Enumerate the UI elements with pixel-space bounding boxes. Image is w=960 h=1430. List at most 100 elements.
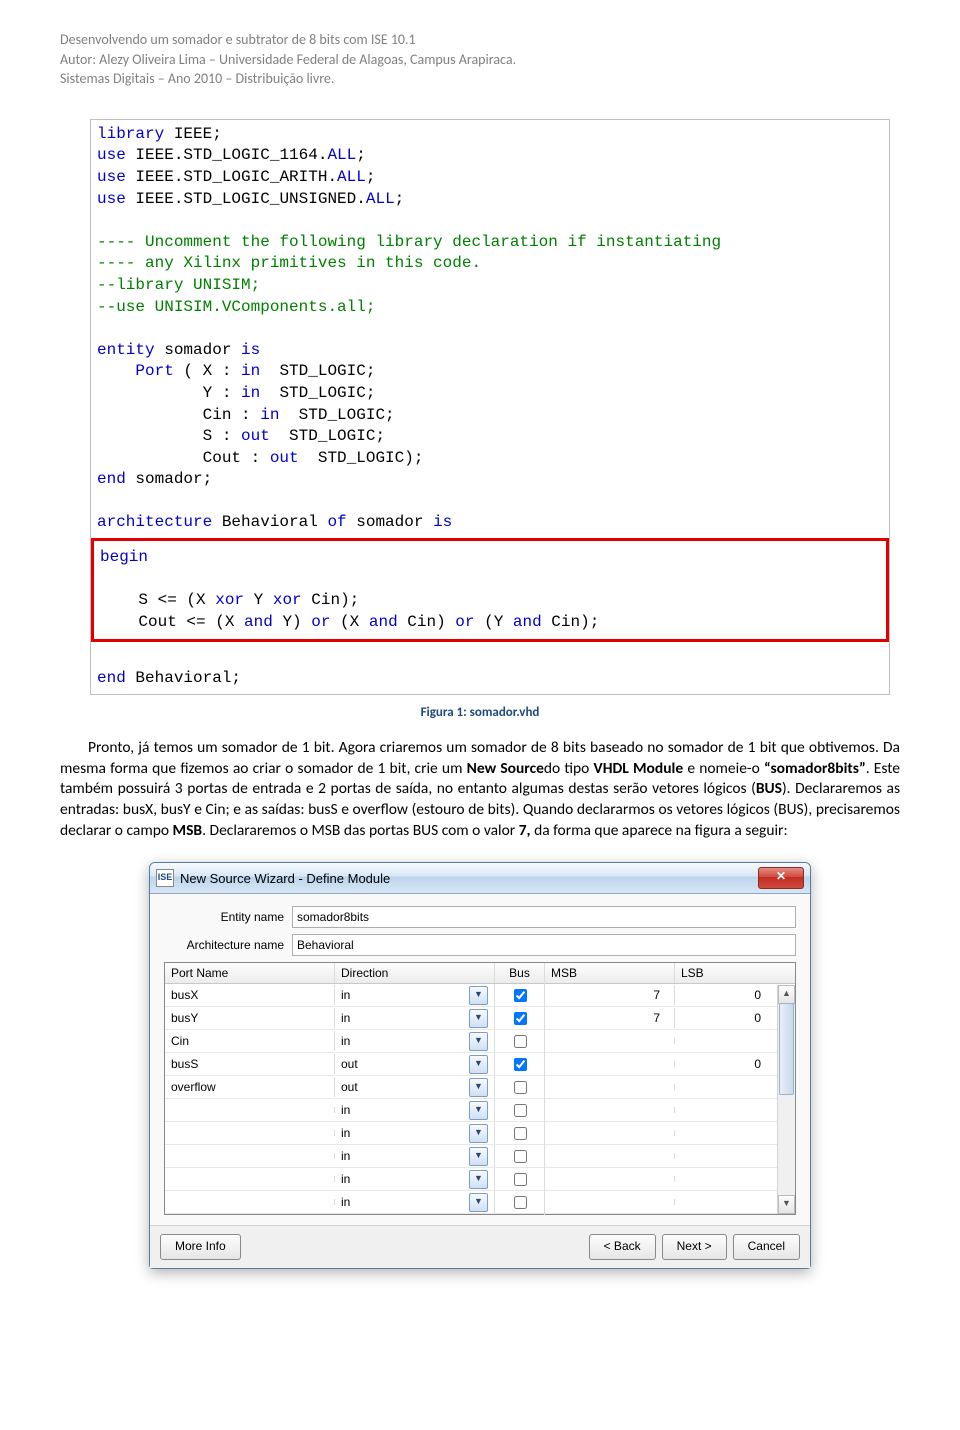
bus-cell[interactable] — [495, 1190, 545, 1215]
chevron-down-icon[interactable]: ▼ — [469, 1124, 488, 1143]
bus-checkbox[interactable] — [514, 1127, 527, 1140]
msb-cell[interactable] — [545, 1153, 675, 1159]
next-button[interactable]: Next > — [662, 1234, 727, 1260]
bus-checkbox[interactable] — [514, 1012, 527, 1025]
bus-checkbox[interactable] — [514, 1173, 527, 1186]
bus-checkbox[interactable] — [514, 989, 527, 1002]
bus-cell[interactable] — [495, 1167, 545, 1192]
chevron-down-icon[interactable]: ▼ — [469, 1147, 488, 1166]
table-row[interactable]: in▼ — [165, 1145, 795, 1168]
msb-cell[interactable] — [545, 1107, 675, 1113]
lsb-cell[interactable]: 0 — [675, 1054, 775, 1074]
port-name-cell[interactable] — [165, 1176, 335, 1182]
port-name-cell[interactable]: Cin — [165, 1031, 335, 1051]
bus-checkbox[interactable] — [514, 1196, 527, 1209]
direction-cell[interactable]: in▼ — [335, 1099, 495, 1121]
back-button[interactable]: < Back — [589, 1234, 656, 1260]
scrollbar[interactable]: ▲ ▼ — [777, 985, 795, 1214]
msb-cell[interactable]: 7 — [545, 985, 675, 1005]
chevron-down-icon[interactable]: ▼ — [469, 1101, 488, 1120]
table-row[interactable]: in▼ — [165, 1191, 795, 1214]
table-row[interactable]: Cinin▼ — [165, 1030, 795, 1053]
direction-cell[interactable]: in▼ — [335, 1030, 495, 1052]
direction-cell[interactable]: out▼ — [335, 1076, 495, 1098]
dialog-titlebar[interactable]: ISE New Source Wizard - Define Module ✕ — [150, 863, 810, 894]
close-button[interactable]: ✕ — [758, 867, 804, 889]
lsb-cell[interactable] — [675, 1130, 775, 1136]
lsb-cell[interactable] — [675, 1084, 775, 1090]
chevron-down-icon[interactable]: ▼ — [469, 986, 488, 1005]
lsb-cell[interactable] — [675, 1176, 775, 1182]
col-direction: Direction — [335, 963, 495, 983]
header-line2: Autor: Alezy Oliveira Lima – Universidad… — [60, 50, 900, 70]
chevron-down-icon[interactable]: ▼ — [469, 1009, 488, 1028]
lsb-cell[interactable]: 0 — [675, 1008, 775, 1028]
kw: of — [327, 513, 346, 531]
msb-cell[interactable]: 7 — [545, 1008, 675, 1028]
bus-checkbox[interactable] — [514, 1150, 527, 1163]
chevron-down-icon[interactable]: ▼ — [469, 1032, 488, 1051]
msb-cell[interactable] — [545, 1176, 675, 1182]
chevron-down-icon[interactable]: ▼ — [469, 1055, 488, 1074]
direction-cell[interactable]: in▼ — [335, 1007, 495, 1029]
table-row[interactable]: busYin▼ 70 — [165, 1007, 795, 1030]
table-row[interactable]: busSout▼ 0 — [165, 1053, 795, 1076]
lsb-cell[interactable] — [675, 1107, 775, 1113]
code-text: Cin); — [542, 613, 600, 631]
kw: in — [260, 406, 279, 424]
bus-cell[interactable] — [495, 1144, 545, 1169]
port-name-cell[interactable] — [165, 1107, 335, 1113]
msb-cell[interactable] — [545, 1199, 675, 1205]
entity-name-input[interactable] — [292, 906, 796, 928]
direction-cell[interactable]: in▼ — [335, 1191, 495, 1213]
lsb-cell[interactable] — [675, 1199, 775, 1205]
direction-cell[interactable]: in▼ — [335, 1145, 495, 1167]
bus-cell[interactable] — [495, 1075, 545, 1100]
msb-cell[interactable] — [545, 1061, 675, 1067]
lsb-cell[interactable] — [675, 1038, 775, 1044]
port-name-cell[interactable] — [165, 1199, 335, 1205]
msb-cell[interactable] — [545, 1130, 675, 1136]
bus-checkbox[interactable] — [514, 1035, 527, 1048]
msb-cell[interactable] — [545, 1084, 675, 1090]
chevron-down-icon[interactable]: ▼ — [469, 1170, 488, 1189]
table-row[interactable]: in▼ — [165, 1122, 795, 1145]
lsb-cell[interactable]: 0 — [675, 985, 775, 1005]
scroll-thumb[interactable] — [779, 1003, 794, 1095]
bus-cell[interactable] — [495, 1098, 545, 1123]
kw: is — [241, 341, 260, 359]
port-name-cell[interactable]: busY — [165, 1008, 335, 1028]
table-row[interactable]: busXin▼ 70 — [165, 984, 795, 1007]
architecture-name-label: Architecture name — [164, 938, 292, 952]
architecture-name-input[interactable] — [292, 934, 796, 956]
table-row[interactable]: overflowout▼ — [165, 1076, 795, 1099]
msb-cell[interactable] — [545, 1038, 675, 1044]
chevron-down-icon[interactable]: ▼ — [469, 1078, 488, 1097]
bus-checkbox[interactable] — [514, 1058, 527, 1071]
bus-cell[interactable] — [495, 1006, 545, 1031]
bus-cell[interactable] — [495, 1052, 545, 1077]
direction-cell[interactable]: in▼ — [335, 1168, 495, 1190]
chevron-down-icon[interactable]: ▼ — [469, 1193, 488, 1212]
table-row[interactable]: in▼ — [165, 1168, 795, 1191]
kw: out — [270, 449, 299, 467]
bus-cell[interactable] — [495, 1121, 545, 1146]
bus-cell[interactable] — [495, 983, 545, 1008]
port-name-cell[interactable]: busX — [165, 985, 335, 1005]
lsb-cell[interactable] — [675, 1153, 775, 1159]
bus-cell[interactable] — [495, 1029, 545, 1054]
bus-checkbox[interactable] — [514, 1081, 527, 1094]
port-name-cell[interactable]: busS — [165, 1054, 335, 1074]
direction-cell[interactable]: in▼ — [335, 1122, 495, 1144]
bus-checkbox[interactable] — [514, 1104, 527, 1117]
port-name-cell[interactable] — [165, 1130, 335, 1136]
table-row[interactable]: in▼ — [165, 1099, 795, 1122]
direction-cell[interactable]: out▼ — [335, 1053, 495, 1075]
direction-cell[interactable]: in▼ — [335, 984, 495, 1006]
more-info-button[interactable]: More Info — [160, 1234, 241, 1260]
cancel-button[interactable]: Cancel — [733, 1234, 800, 1260]
scroll-up-icon[interactable]: ▲ — [778, 985, 795, 1004]
port-name-cell[interactable]: overflow — [165, 1077, 335, 1097]
port-name-cell[interactable] — [165, 1153, 335, 1159]
scroll-down-icon[interactable]: ▼ — [778, 1195, 795, 1214]
